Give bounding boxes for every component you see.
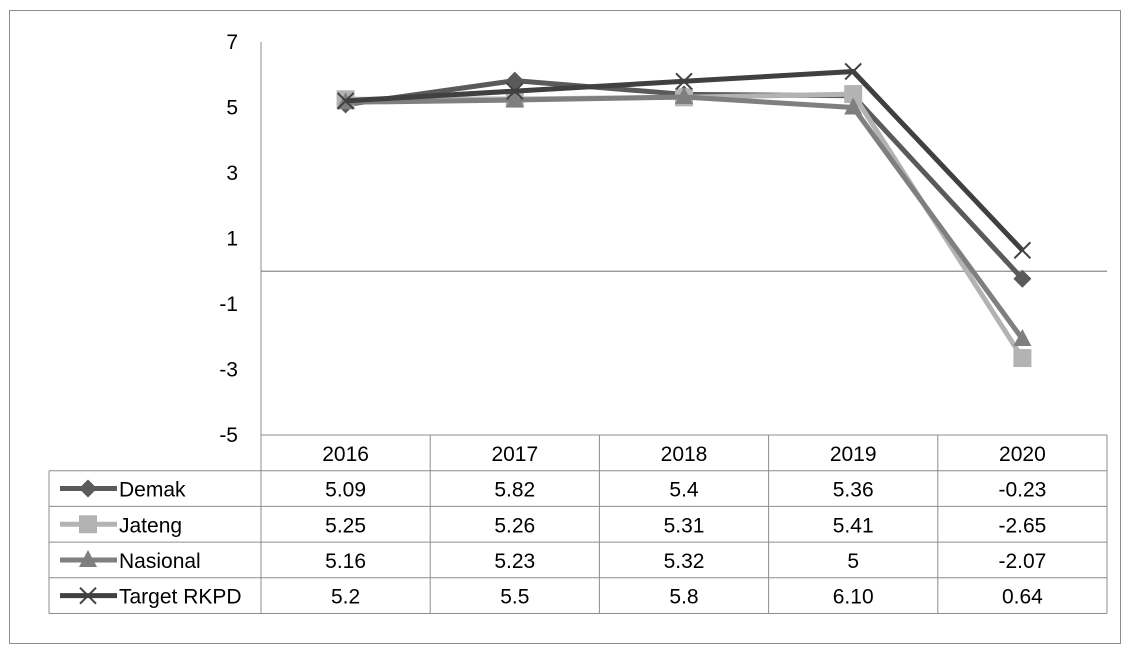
data-table-cell: 0.64 [1002,586,1043,609]
legend-key-marker [79,479,97,498]
legend-key-marker [79,586,97,605]
x-category-label: 2020 [999,443,1046,466]
data-table-cell: 5.26 [494,514,535,537]
legend-label: Nasional [119,550,201,573]
data-table-cell: 5.4 [669,479,699,502]
series-point [844,62,862,81]
series-line-jateng [345,91,1025,360]
data-table-cell: 5.16 [325,550,366,573]
series-point [505,89,524,107]
y-tick-label: -1 [219,293,238,316]
data-table-cell: 6.10 [833,586,874,609]
series-line-nasional [345,94,1025,341]
y-tick-label: 5 [226,97,238,120]
series-point [1013,241,1032,259]
series-point [675,72,693,91]
data-table-cell: -2.07 [998,550,1046,573]
series-point [1013,349,1032,368]
series-point [1013,329,1032,347]
y-tick-label: 1 [226,228,238,251]
data-table-cell: 5.09 [325,479,366,502]
series-line-demak [345,78,1025,281]
y-tick-label: -3 [219,359,238,382]
x-category-label: 2019 [830,443,877,466]
legend-key-marker [79,515,97,534]
data-table-cell: 5.8 [669,586,698,609]
x-category-label: 2016 [322,443,369,466]
data-table-cell: 5.41 [833,514,874,537]
data-table-cell: -0.23 [998,479,1046,502]
series-point [844,97,863,115]
legend-label: Jateng [119,514,182,537]
series-point [1013,269,1032,288]
data-table-cell: 5 [847,550,859,573]
series-point [505,71,524,90]
y-tick-label: 7 [226,31,238,54]
series-point [506,82,524,100]
x-category-label: 2018 [661,443,708,466]
data-table-cell: 5.25 [325,514,366,537]
data-table-cell: -2.65 [998,514,1046,537]
series-point [844,85,863,104]
data-table-cell: 5.36 [833,479,874,502]
data-table-cell: 5.5 [500,586,529,609]
series-point [336,92,355,110]
data-table-cell: 5.31 [664,514,705,537]
y-tick-label: -5 [219,424,238,447]
legend-label: Demak [119,479,186,502]
y-tick-label: 3 [226,162,238,185]
series-point [675,87,693,105]
legend-label: Target RKPD [119,586,242,609]
data-table-cell: 5.32 [664,550,705,573]
x-category-label: 2017 [491,443,538,466]
legend-key-marker [79,549,97,567]
chart-frame [9,10,1121,644]
data-table-cell: 5.23 [494,550,535,573]
data-table-cell: 5.2 [331,586,360,609]
data-table-cell: 5.82 [494,479,535,502]
